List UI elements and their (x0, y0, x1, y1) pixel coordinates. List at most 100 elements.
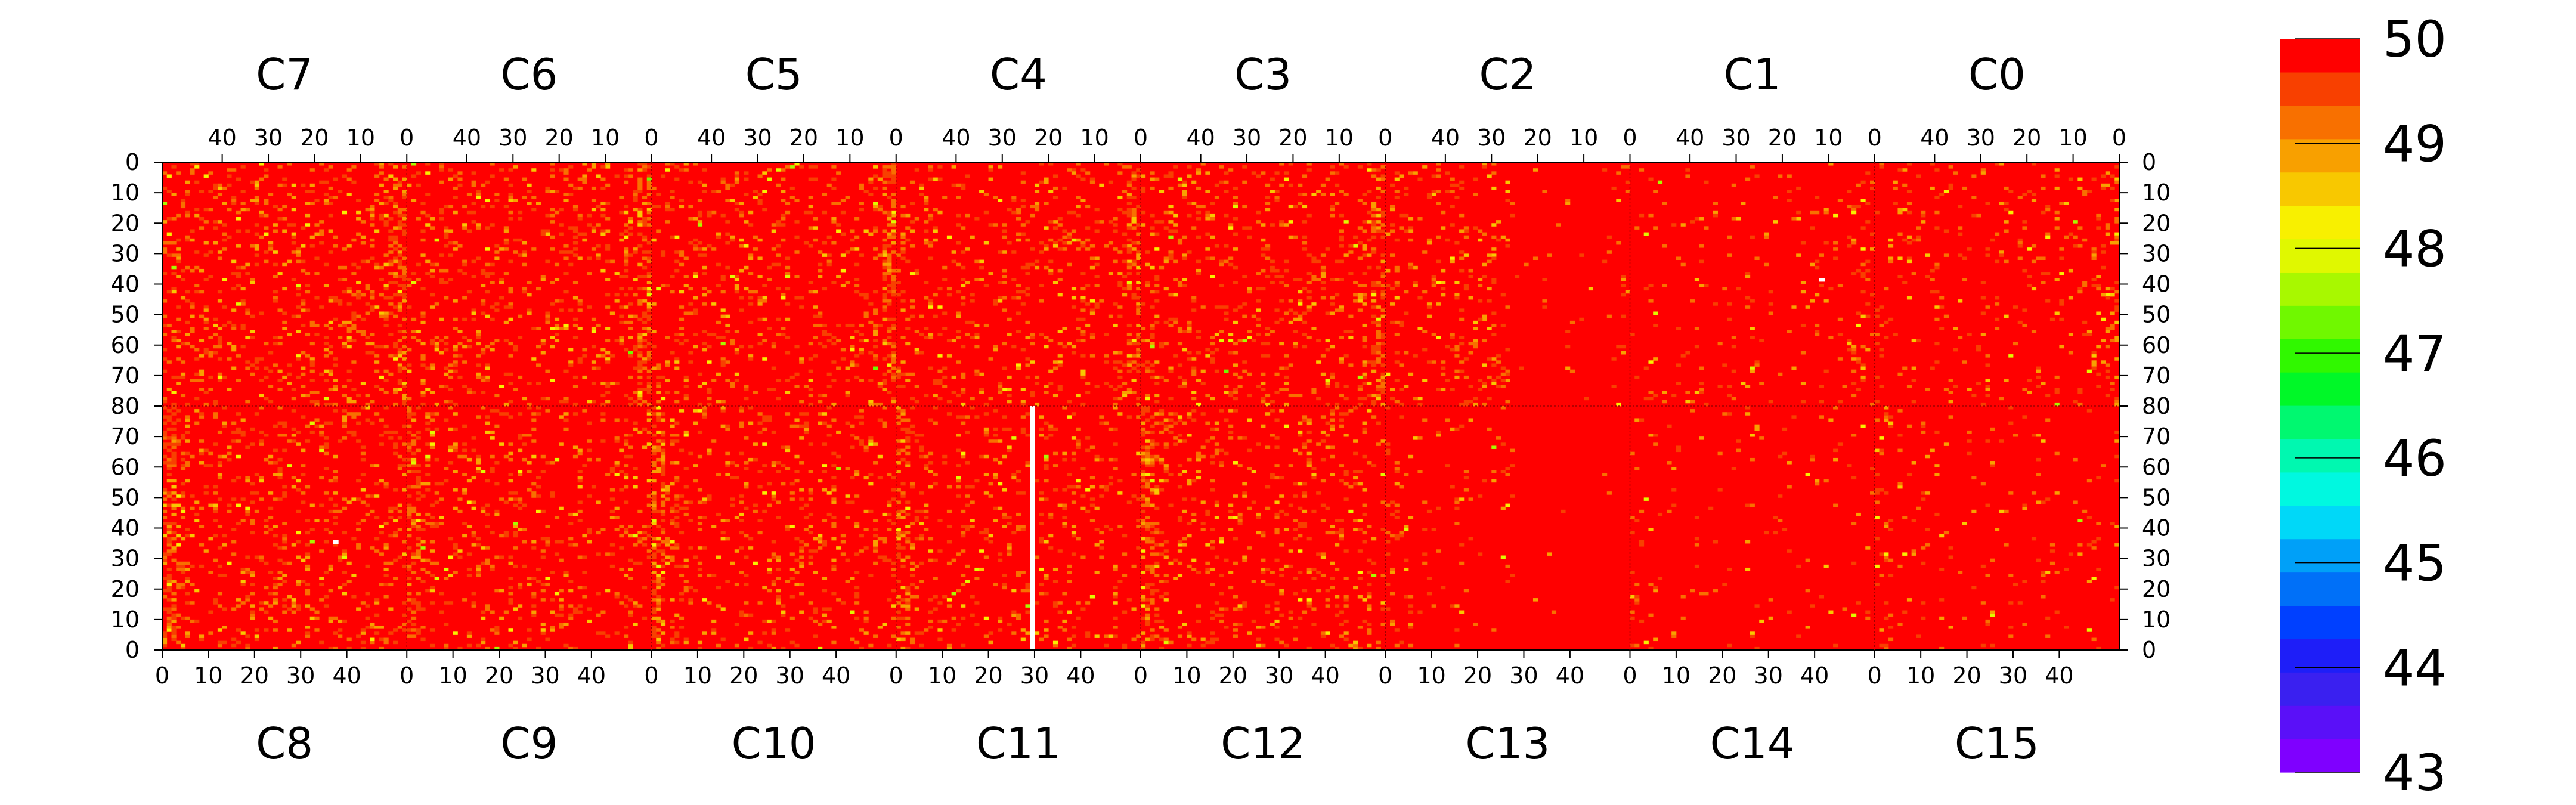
hitmap-cell-C8-4682 (351, 537, 357, 541)
hitmap-cell-C4-2534 (928, 299, 934, 303)
hitmap-cell-C2-3533 (1389, 183, 1395, 187)
hitmap-cell-C1-3620 (1823, 208, 1829, 212)
hitmap-cell-C7-547 (227, 388, 232, 391)
hitmap-cell-C6-1382 (420, 354, 426, 358)
hitmap-cell-C6-1272 (462, 345, 467, 349)
hitmap-cell-C3-2700 (1371, 363, 1377, 367)
hitmap-cell-C6-1248 (471, 220, 476, 224)
hitmap-cell-C2-3289 (1542, 299, 1547, 303)
hitmap-cell-C3-2844 (1311, 327, 1317, 330)
hitmap-cell-C5-1909 (702, 247, 707, 251)
hitmap-cell-C6-1146 (508, 183, 513, 187)
hitmap-cell-C2-3526 (1394, 296, 1400, 300)
hitmap-cell-C8-4759 (383, 567, 389, 571)
hitmap-cell-C3-3220 (1150, 305, 1155, 309)
hitmap-cell-C4-2048 (1136, 302, 1141, 306)
hitmap-cell-C3-3122 (1187, 323, 1192, 327)
hitmap-cell-C8-4543 (291, 439, 296, 443)
hitmap-cell-C0-3924 (2041, 281, 2046, 284)
hitmap-cell-C8-4433 (250, 531, 255, 535)
hitmap-cell-C4-2491 (946, 235, 952, 239)
hitmap-cell-C7-382 (296, 357, 301, 361)
hitmap-cell-C7-411 (282, 311, 287, 315)
hitmap-cell-C1-3678 (1750, 235, 1755, 239)
hitmap-cell-C7-1 (402, 177, 407, 181)
hitmap-cell-C3-2686 (1371, 247, 1377, 251)
hitmap-cell-C2-3330 (1491, 278, 1497, 281)
hitmap-cell-C3-2637 (1380, 372, 1386, 376)
hitmap-cell-C2-3507 (1404, 351, 1409, 355)
hitmap-cell-C4-2197 (1085, 171, 1091, 175)
hitmap-cell-C5-1767 (767, 278, 772, 281)
hitmap-cell-C7-664 (185, 342, 190, 346)
hitmap-cell-C7-321 (314, 232, 320, 236)
hitmap-cell-C5-1419 (891, 180, 897, 184)
hitmap-cell-C7-399 (287, 259, 292, 264)
hitmap-cell-C7-363 (301, 302, 306, 306)
hitmap-cell-C2-3421 (1450, 177, 1455, 181)
hitmap-cell-C6-1059 (554, 278, 560, 281)
hitmap-cell-C7-693 (171, 165, 177, 169)
hitmap-cell-C0-3950 (2022, 388, 2027, 391)
hitmap-cell-C7-335 (309, 244, 315, 248)
hitmap-cell-C9-4915 (425, 571, 431, 574)
hitmap-cell-C6-772 (646, 388, 652, 391)
hitmap-cell-C7-412 (282, 320, 287, 324)
hitmap-cell-C7-69 (393, 165, 398, 169)
hitmap-cell-C6-1265 (462, 226, 467, 230)
hitmap-cell-C6-953 (596, 205, 601, 209)
hitmap-cell-C7-13 (402, 265, 407, 270)
hitmap-cell-C2-3348 (1482, 162, 1487, 166)
hitmap-cell-C5-1599 (850, 348, 855, 352)
hitmap-cell-C7-357 (301, 183, 306, 187)
hitmap-cell-C7-501 (245, 366, 250, 370)
hitmap-cell-C4-2238 (1071, 171, 1077, 175)
hitmap-cell-C5-2022 (656, 375, 661, 379)
hitmap-cell-C8-4696 (356, 439, 361, 443)
hitmap-cell-C0-4080 (1906, 256, 1912, 260)
hitmap-cell-C8-4337 (213, 509, 218, 513)
hitmap-cell-C2-3532 (1394, 400, 1400, 404)
hitmap-cell-C0-3890 (2064, 235, 2069, 239)
hitmap-cell-C7-510 (240, 302, 246, 306)
hitmap-cell-C6-768 (646, 369, 652, 373)
hitmap-cell-C0-4092 (1897, 210, 1903, 215)
hitmap-cell-C5-1749 (776, 253, 781, 257)
hitmap-cell-C1-3748 (1662, 202, 1667, 205)
hitmap-cell-C6-1153 (508, 287, 513, 291)
hitmap-cell-C9-4981 (448, 427, 454, 431)
hitmap-cell-C2-3461 (1431, 275, 1436, 278)
hitmap-cell-C5-1875 (720, 342, 726, 346)
hitmap-cell-C3-3210 (1154, 394, 1160, 398)
hitmap-cell-C7-373 (296, 253, 301, 257)
hitmap-cell-C7-257 (342, 394, 348, 398)
hitmap-cell-C4-2433 (979, 388, 984, 391)
hitmap-cell-C5-1908 (702, 190, 707, 193)
hitmap-cell-C7-487 (250, 281, 255, 284)
hitmap-cell-C7-96 (388, 162, 394, 166)
hitmap-cell-C8-4294 (190, 601, 195, 605)
hitmap-cell-C7-152 (374, 174, 380, 178)
hitmap-cell-C3-3212 (1150, 171, 1155, 175)
hitmap-cell-C5-1715 (789, 186, 795, 190)
hitmap-cell-C6-1396 (416, 339, 421, 343)
hitmap-cell-C3-2951 (1265, 333, 1271, 336)
hitmap-cell-C6-913 (609, 259, 615, 264)
hitmap-cell-C6-1117 (527, 293, 532, 297)
hitmap-cell-C1-3732 (1690, 299, 1695, 303)
hitmap-cell-C6-1138 (513, 165, 518, 169)
hitmap-cell-C0-3928 (2036, 369, 2041, 373)
hitmap-cell-C7-569 (217, 342, 223, 346)
hitmap-cell-C2-3313 (1500, 372, 1506, 376)
hitmap-cell-C1-3701 (1727, 253, 1732, 257)
hitmap-cell-C5-1964 (683, 397, 689, 401)
hitmap-cell-C6-1096 (540, 278, 546, 281)
hitmap-cell-C5-2020 (656, 363, 661, 367)
hitmap-cell-C1-3618 (1828, 287, 1834, 291)
hitmap-cell-C6-738 (646, 180, 652, 184)
hitmap-cell-C7-469 (254, 183, 259, 187)
hitmap-cell-C1-3756 (1653, 311, 1658, 315)
hitmap-cell-C5-1533 (873, 202, 878, 205)
hitmap-cell-C7-73 (393, 202, 398, 205)
hitmap-cell-C7-236 (346, 320, 352, 324)
